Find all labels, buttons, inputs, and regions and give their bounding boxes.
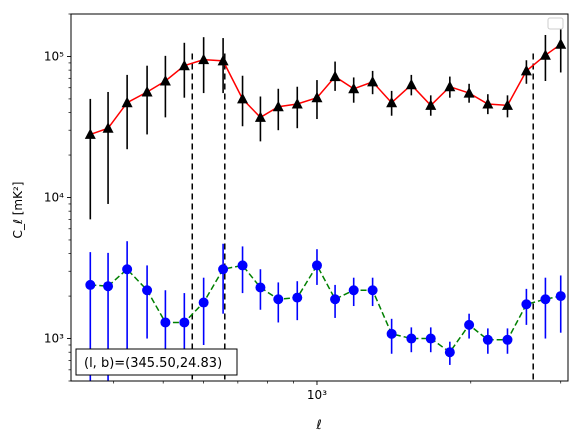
series-1-point: [237, 260, 248, 271]
series-0-point: [405, 78, 417, 90]
series-1-point: [198, 297, 209, 308]
series-1-point: [311, 260, 322, 271]
series-0-point: [121, 96, 133, 108]
series-0-point: [141, 85, 153, 97]
series-1-point: [218, 264, 229, 275]
series-1-point: [122, 264, 133, 275]
series-0-point: [329, 70, 341, 82]
series-0-point: [254, 111, 266, 122]
series-0-point: [217, 54, 229, 66]
axis-tick-labels: 10³ 10⁴ 10⁵ 10³: [44, 49, 327, 402]
series-0-point: [482, 98, 494, 109]
series-1-point: [406, 333, 417, 344]
series-0-point: [539, 49, 551, 60]
series-1-point: [273, 294, 284, 305]
series-0-point: [178, 59, 190, 71]
series-1-point: [502, 334, 513, 345]
series-1-point: [555, 291, 566, 302]
series-0-point: [198, 53, 210, 65]
series-0-point: [444, 80, 456, 92]
y-axis-label: C_ℓ [mK²]: [11, 182, 25, 239]
annotation-text: (l, b)=(345.50,24.83): [84, 356, 222, 371]
series-0-point: [102, 122, 114, 133]
series-0-point: [425, 99, 437, 110]
error-bars: [89, 23, 562, 381]
series-0-point: [237, 92, 249, 104]
series-0-point: [520, 64, 532, 76]
series-1-point: [464, 319, 475, 330]
series-1-point: [85, 279, 96, 290]
plot-area: [71, 14, 568, 381]
series-1-point: [540, 294, 551, 305]
y-tick-label: 10⁵: [44, 49, 64, 63]
series-1-point: [255, 282, 266, 293]
series-0-point: [348, 82, 360, 94]
series-0-point: [463, 87, 475, 98]
series-1-point: [103, 281, 114, 292]
vertical-dashed-lines: [191, 53, 534, 381]
annotation-box: (l, b)=(345.50,24.83): [75, 348, 238, 376]
series-1-point: [179, 317, 190, 328]
y-tick-label: 10⁴: [44, 191, 64, 205]
series-1-point: [330, 294, 341, 305]
series-1-point: [386, 328, 397, 339]
series-1-point: [444, 347, 455, 358]
series-1-point: [367, 285, 378, 296]
series-0-point: [311, 91, 323, 103]
series-0-point: [501, 99, 513, 110]
series-0-point: [555, 38, 567, 49]
series-1-point: [292, 292, 303, 303]
y-tick-label: 10³: [44, 332, 64, 346]
series-1-point: [348, 285, 359, 296]
series-0-point: [272, 100, 284, 112]
series-1-point: [160, 317, 171, 328]
legend-box: [547, 17, 564, 30]
series-0-point: [386, 96, 398, 108]
series-1-point: [521, 299, 532, 310]
series-0-line: [90, 43, 562, 136]
axis-ticks: [67, 13, 562, 385]
series-0-point: [367, 75, 379, 87]
series-0-point: [84, 128, 96, 139]
x-tick-label: 10³: [307, 388, 327, 402]
series-0-point: [291, 98, 303, 109]
series-1-point: [482, 334, 493, 345]
x-axis-label: ℓ: [315, 418, 321, 433]
series-0-point: [159, 74, 171, 86]
series-1-point: [142, 285, 153, 296]
data-markers: [84, 38, 567, 358]
series-1-point: [425, 333, 436, 344]
